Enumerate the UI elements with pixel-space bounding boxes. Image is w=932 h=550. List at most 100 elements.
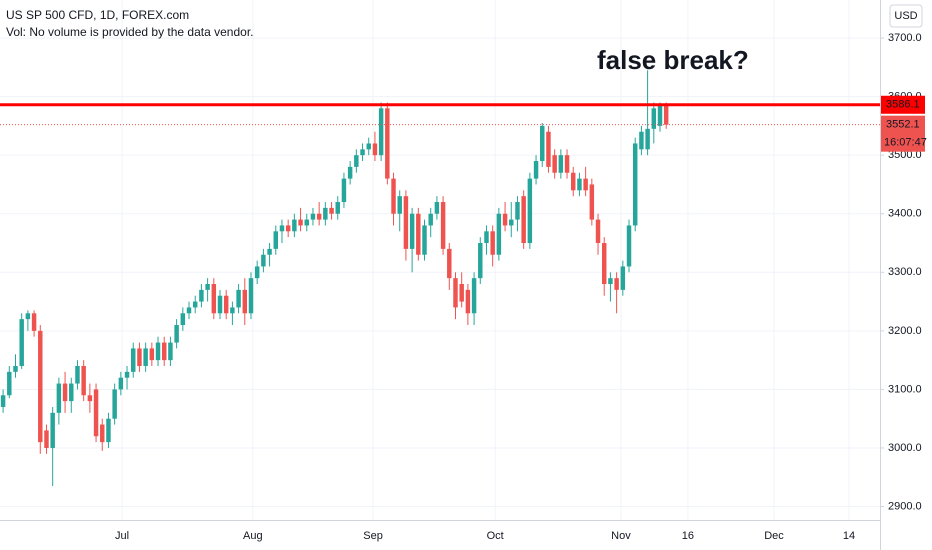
candle-body	[608, 278, 613, 285]
candle-body	[100, 424, 105, 443]
candle-body	[323, 207, 328, 220]
candle-body	[645, 128, 650, 150]
level-label-box	[881, 95, 925, 114]
candle-body	[502, 213, 508, 226]
candle-body	[589, 184, 595, 220]
candle-body	[478, 243, 483, 279]
candle-body	[112, 389, 117, 419]
candle-body	[465, 289, 471, 314]
last-price-box	[881, 115, 925, 152]
candle-body	[552, 155, 557, 173]
candle-body	[217, 295, 223, 314]
candle-body	[372, 143, 378, 156]
candle-body	[13, 365, 18, 372]
candle-body	[292, 219, 297, 232]
candle-body	[354, 155, 359, 167]
candle-body	[409, 213, 415, 249]
candle-body	[490, 231, 495, 255]
candle-body	[44, 430, 49, 448]
y-tick-label: 3700.0	[888, 32, 922, 44]
candle-body	[391, 178, 396, 214]
candle-body	[583, 178, 588, 191]
volume-note: Vol: No volume is provided by the data v…	[6, 25, 253, 39]
candle-body	[279, 225, 285, 232]
candle-body	[69, 383, 74, 402]
countdown-label: 16:07:47	[884, 137, 927, 149]
candle-body	[366, 143, 371, 150]
candle-body	[515, 202, 520, 220]
candle-body	[527, 178, 533, 244]
candle-body	[155, 342, 161, 361]
candle-body	[663, 105, 669, 125]
candle-body	[161, 342, 167, 361]
candle-body	[199, 289, 204, 302]
candle-body	[25, 313, 31, 320]
candle-body	[236, 289, 241, 308]
candle-body	[180, 313, 186, 325]
candle-body	[639, 131, 644, 150]
candle-body	[558, 155, 564, 173]
candle-body	[632, 143, 638, 226]
candle-body	[626, 225, 632, 267]
candle-body	[62, 383, 68, 402]
candle-body	[254, 266, 260, 279]
candle-body	[38, 330, 43, 443]
x-tick-label: Sep	[363, 530, 383, 542]
annotation: false break?	[597, 45, 749, 75]
candle-body	[273, 231, 279, 249]
y-tick-label: 3200.0	[888, 325, 922, 337]
candle-body	[620, 266, 626, 290]
x-tick-label: Dec	[764, 530, 784, 542]
symbol-title: US SP 500 CFD, 1D, FOREX.com	[6, 8, 189, 22]
candle-body	[614, 278, 619, 290]
candle-body	[143, 348, 148, 366]
candle-body	[7, 371, 12, 396]
candle-body	[267, 248, 272, 255]
candle-body	[471, 278, 477, 314]
candle-body	[521, 196, 526, 244]
candle-body	[131, 348, 136, 372]
candle-body	[335, 202, 340, 214]
candle-body	[509, 219, 514, 226]
candle-body	[397, 196, 402, 214]
candle-body	[56, 383, 62, 413]
candle-body	[168, 342, 173, 361]
y-tick-label: 3300.0	[888, 266, 922, 278]
candle-body	[75, 365, 80, 384]
candle-body	[298, 219, 303, 226]
candle-body	[496, 213, 502, 255]
x-tick-label: 14	[843, 530, 855, 542]
candle-body	[87, 395, 93, 402]
candle-body	[577, 178, 582, 191]
candle-body	[223, 295, 229, 314]
candle-body	[546, 131, 551, 167]
candle-body	[595, 219, 601, 244]
candle-body	[310, 213, 316, 220]
candle-body	[285, 225, 291, 232]
candle-body	[533, 161, 539, 179]
candle-body	[453, 278, 458, 308]
y-tick-label: 3400.0	[888, 208, 922, 220]
candle-body	[124, 371, 130, 378]
candle-body	[230, 307, 235, 314]
candle-body	[347, 166, 353, 179]
currency-label: USD	[894, 10, 917, 22]
x-tick-label: Nov	[611, 530, 631, 542]
candle-body	[571, 172, 576, 191]
x-tick-label: 16	[682, 530, 694, 542]
candle-body	[242, 289, 248, 314]
candle-body	[192, 301, 198, 308]
y-tick-label: 3000.0	[888, 442, 922, 454]
candle-body	[93, 389, 99, 437]
candle-body	[174, 325, 179, 343]
candle-body	[0, 395, 6, 407]
candle-body	[316, 213, 322, 220]
candle-body	[149, 348, 155, 361]
candle-body	[651, 108, 657, 129]
candles	[0, 70, 669, 487]
candle-body	[31, 313, 37, 331]
currency-button[interactable]	[889, 4, 923, 28]
candle-body	[205, 284, 210, 290]
